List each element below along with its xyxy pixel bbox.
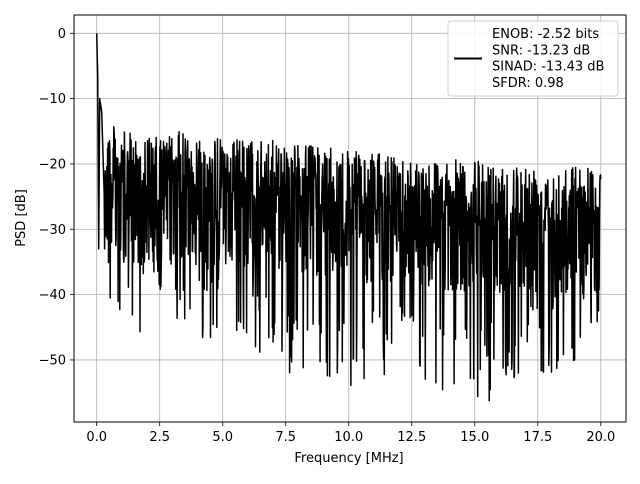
y-tick-label: −50 — [39, 353, 66, 368]
x-tick-label: 0.0 — [86, 430, 107, 445]
x-tick-label: 20.0 — [586, 430, 615, 445]
x-tick-label: 10.0 — [334, 430, 363, 445]
series-layer — [95, 33, 602, 402]
x-tick-label: 12.5 — [397, 430, 426, 445]
y-tick-label: 0 — [58, 27, 66, 42]
legend-box — [447, 20, 619, 97]
x-tick-label: 17.5 — [523, 430, 552, 445]
axis-layer: 0.0 2.5 5.0 7.5 10.0 12.5 15.0 17.5 20.0 0 −10 −20 −… — [39, 14, 627, 445]
axes-frame — [73, 14, 627, 423]
psd-series-line — [95, 33, 602, 402]
y-tick-label: −30 — [39, 223, 66, 238]
legend-text-line: SNR: -13.23 dB — [492, 43, 590, 58]
x-axis-label: Frequency [MHz] — [294, 451, 403, 466]
y-tick-label: −10 — [39, 92, 66, 107]
x-tick-label: 5.0 — [212, 430, 233, 445]
legend-text-line: SINAD: -13.43 dB — [492, 60, 604, 75]
legend-text-line: SFDR: 0.98 — [492, 76, 564, 91]
legend-text-line: ENOB: -2.52 bits — [492, 27, 599, 42]
x-tick-label: 7.5 — [275, 430, 296, 445]
y-tick-label: −40 — [39, 288, 66, 303]
x-tick-label: 15.0 — [460, 430, 489, 445]
y-axis-label: PSD [dB] — [14, 189, 29, 247]
y-tick-label: −20 — [39, 157, 66, 172]
x-tick-label: 2.5 — [149, 430, 170, 445]
